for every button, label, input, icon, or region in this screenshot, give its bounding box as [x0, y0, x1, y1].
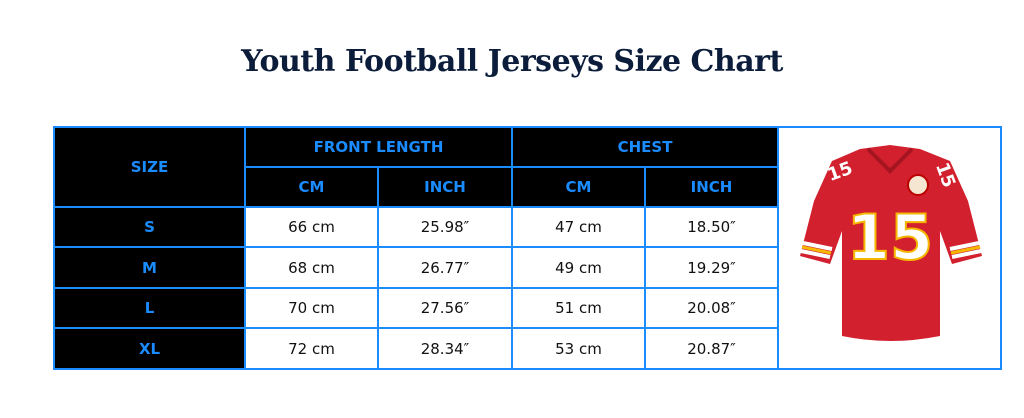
table-row: XL 72 cm 28.34″ 53 cm 20.87″ — [53, 327, 1001, 370]
front-length-inch-cell: 27.56″ — [377, 287, 513, 329]
chest-inch-cell: 20.08″ — [644, 287, 779, 329]
header-chest-inch: INCH — [644, 166, 779, 208]
page-title: Youth Football Jerseys Size Chart — [241, 44, 783, 79]
size-cell: L — [53, 287, 246, 329]
header-front-length-inch: INCH — [377, 166, 513, 208]
header-chest-cm: CM — [511, 166, 646, 208]
front-length-cm-cell: 66 cm — [244, 206, 379, 248]
chest-inch-cell: 20.87″ — [644, 327, 779, 370]
chest-cm-cell: 51 cm — [511, 287, 646, 329]
header-front-length-cm: CM — [244, 166, 379, 208]
jersey-image-cell: 15 15 15 — [777, 126, 1002, 370]
front-length-cm-cell: 68 cm — [244, 246, 379, 289]
table-row: M 68 cm 26.77″ 49 cm 19.29″ — [53, 246, 1001, 289]
jersey-image: 15 15 15 — [799, 145, 982, 341]
chest-inch-cell: 19.29″ — [644, 246, 779, 289]
size-chart-table: SIZE FRONT LENGTH CHEST 15 15 15 CM INCH… — [53, 126, 1002, 370]
table-row: S 66 cm 25.98″ 47 cm 18.50″ — [53, 206, 1001, 248]
chest-cm-cell: 53 cm — [511, 327, 646, 370]
header-front-length: FRONT LENGTH — [244, 126, 513, 168]
front-length-inch-cell: 28.34″ — [377, 327, 513, 370]
size-cell: XL — [53, 327, 246, 370]
table-row: L 70 cm 27.56″ 51 cm 20.08″ — [53, 287, 1001, 329]
chest-inch-cell: 18.50″ — [644, 206, 779, 248]
size-cell: M — [53, 246, 246, 289]
front-length-inch-cell: 26.77″ — [377, 246, 513, 289]
front-length-inch-cell: 25.98″ — [377, 206, 513, 248]
size-cell: S — [53, 206, 246, 248]
header-size: SIZE — [53, 126, 246, 208]
header-chest: CHEST — [511, 126, 779, 168]
chest-cm-cell: 47 cm — [511, 206, 646, 248]
front-length-cm-cell: 72 cm — [244, 327, 379, 370]
chest-cm-cell: 49 cm — [511, 246, 646, 289]
front-length-cm-cell: 70 cm — [244, 287, 379, 329]
jersey-number: 15 — [846, 201, 932, 274]
